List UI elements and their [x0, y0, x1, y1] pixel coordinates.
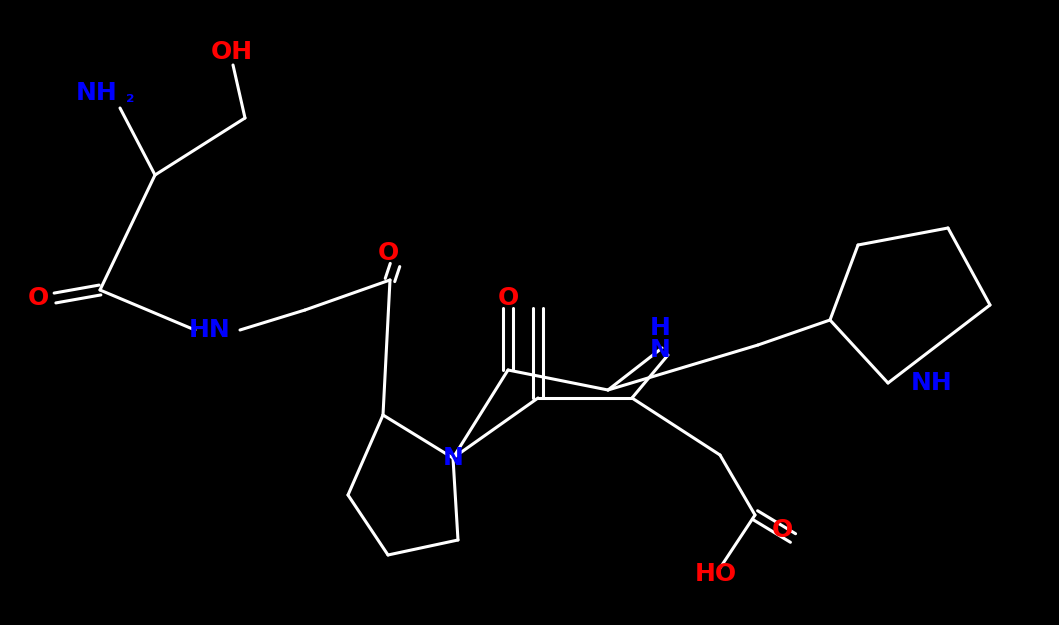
Text: H: H [649, 316, 670, 340]
Text: N: N [443, 446, 464, 470]
Text: O: O [771, 518, 792, 542]
Text: O: O [377, 241, 398, 265]
Text: ₂: ₂ [126, 86, 134, 106]
Text: OH: OH [211, 40, 253, 64]
Text: O: O [498, 286, 519, 310]
Text: HO: HO [695, 562, 737, 586]
Text: NH: NH [76, 81, 118, 105]
Text: HN: HN [190, 318, 231, 342]
Text: NH: NH [911, 371, 953, 395]
Text: N: N [649, 338, 670, 362]
Text: O: O [28, 286, 49, 310]
